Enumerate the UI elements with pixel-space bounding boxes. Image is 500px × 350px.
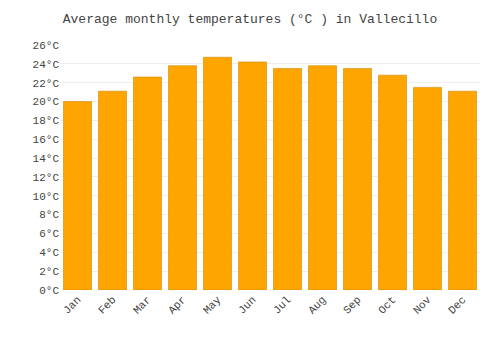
- svg-text:10°C: 10°C: [33, 191, 60, 203]
- svg-text:Jun: Jun: [236, 294, 258, 316]
- svg-text:18°C: 18°C: [33, 115, 60, 127]
- svg-text:0°C: 0°C: [39, 285, 59, 297]
- svg-text:14°C: 14°C: [33, 153, 60, 165]
- svg-text:Average monthly temperatures (: Average monthly temperatures (°C ) in Va…: [63, 12, 437, 27]
- svg-text:Nov: Nov: [411, 294, 434, 317]
- svg-text:22°C: 22°C: [33, 78, 60, 90]
- svg-text:Jan: Jan: [61, 294, 83, 316]
- svg-text:20°C: 20°C: [33, 96, 60, 108]
- svg-text:Sep: Sep: [341, 294, 363, 316]
- svg-text:Mar: Mar: [131, 294, 153, 316]
- svg-text:Apr: Apr: [166, 294, 188, 316]
- svg-text:12°C: 12°C: [33, 172, 60, 184]
- svg-text:8°C: 8°C: [39, 209, 59, 221]
- svg-text:16°C: 16°C: [33, 134, 60, 146]
- svg-text:4°C: 4°C: [39, 247, 59, 259]
- svg-text:Aug: Aug: [306, 294, 328, 316]
- svg-text:Oct: Oct: [376, 294, 398, 316]
- svg-text:6°C: 6°C: [39, 228, 59, 240]
- svg-text:May: May: [201, 294, 224, 317]
- svg-text:Jul: Jul: [271, 294, 293, 316]
- svg-text:2°C: 2°C: [39, 266, 59, 278]
- svg-text:24°C: 24°C: [33, 59, 60, 71]
- svg-text:26°C: 26°C: [33, 40, 60, 52]
- svg-text:Feb: Feb: [96, 294, 118, 316]
- svg-text:Dec: Dec: [446, 294, 468, 316]
